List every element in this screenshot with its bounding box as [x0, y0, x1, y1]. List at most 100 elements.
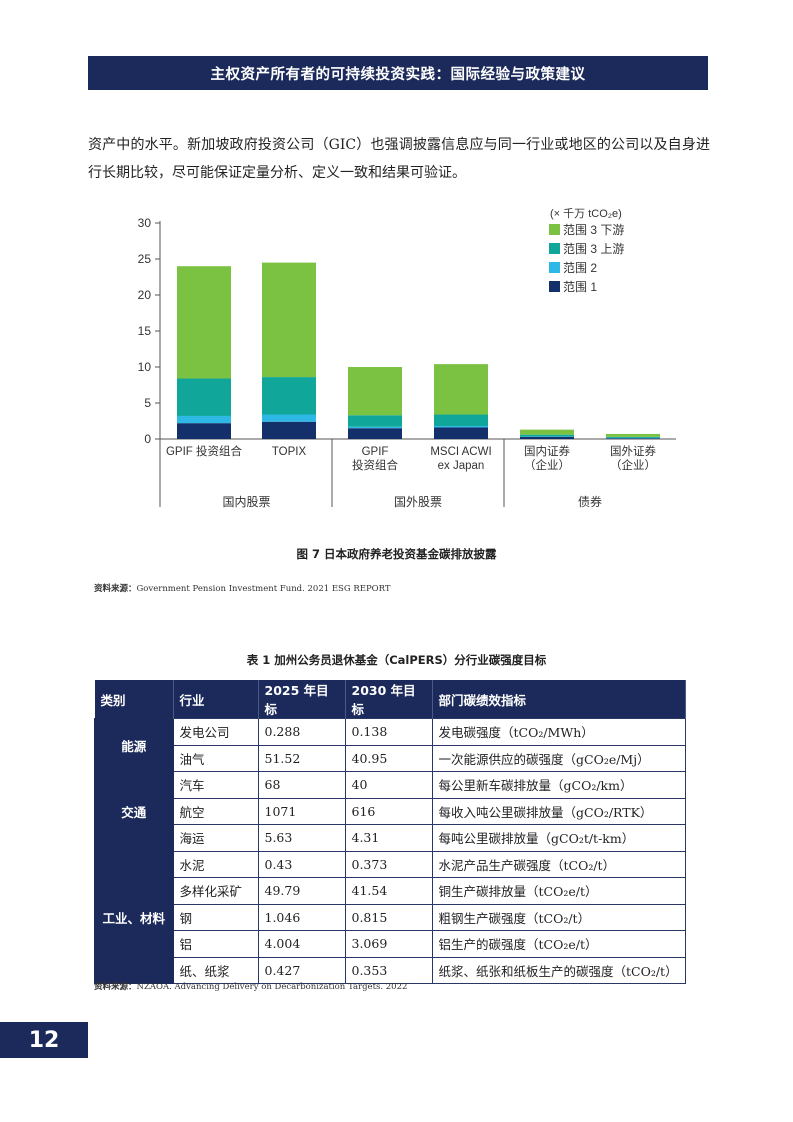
- metric-cell: 发电碳强度（tCO₂/MWh）: [431, 718, 686, 746]
- industry-cell: 钢: [172, 903, 259, 931]
- category-cell: 能源: [94, 718, 174, 772]
- x-category-label: GPIF: [362, 446, 389, 458]
- column-header: 2030 年目标: [345, 680, 433, 719]
- bar-segment: [177, 266, 231, 379]
- industry-cell: 多样化采矿: [172, 877, 259, 905]
- bar-segment: [348, 367, 402, 416]
- y-tick-label: 25: [138, 252, 152, 266]
- table-row: 工业、材料 水泥 0.43 0.373 水泥产品生产碳强度（tCO₂/t）: [94, 850, 686, 984]
- bar-segment: [520, 434, 574, 437]
- target-2030-cell: 0.815: [344, 903, 433, 931]
- bar-segment: [520, 436, 574, 439]
- bar-segment: [348, 426, 402, 429]
- metric-cell: 水泥产品生产碳强度（tCO₂/t）: [431, 850, 686, 878]
- metric-cell: 铜生产碳排放量（tCO₂e/t）: [431, 877, 686, 905]
- y-tick-label: 0: [144, 432, 151, 446]
- source-label: 资料来源：: [94, 584, 137, 594]
- table-caption: 表 1 加州公务员退休基金（CalPERS）分行业碳强度目标: [246, 653, 547, 667]
- metric-cell: 每公里新车碳排放量（gCO₂/km）: [431, 771, 686, 799]
- column-header: 类别: [94, 680, 174, 719]
- bar-segment: [606, 436, 660, 438]
- target-2030-cell: 616: [344, 797, 433, 825]
- legend-swatch: [549, 243, 560, 254]
- legend-swatch: [549, 262, 560, 273]
- target-2025-cell: 4.004: [257, 930, 346, 958]
- target-2030-cell: 0.373: [344, 850, 433, 878]
- bar-segment: [434, 414, 488, 427]
- metric-cell: 每吨公里碳排放量（gCO₂t/t-km）: [431, 824, 686, 852]
- table-row: 能源 发电公司 0.288 0.138 发电碳强度（tCO₂/MWh）: [94, 718, 686, 772]
- target-2030-cell: 41.54: [344, 877, 433, 905]
- body-paragraph: 资产中的水平。新加坡政府投资公司（GIC）也强调披露信息应与同一行业或地区的公司…: [88, 137, 710, 181]
- industry-cell: 油气: [172, 744, 259, 772]
- carbon-intensity-table: 类别 行业 2025 年目标 2030 年目标 部门碳绩效指标 能源 发电公司 0.…: [94, 680, 686, 984]
- legend-entry: 范围 3 上游: [563, 242, 624, 256]
- legend-swatch: [549, 281, 560, 292]
- industry-cell: 纸、纸浆: [172, 956, 259, 984]
- industry-cell: 铝: [172, 930, 259, 958]
- target-2025-cell: 1071: [257, 797, 346, 825]
- legend-unit-label: (× 千万 tCO₂e): [550, 207, 622, 220]
- page-number: 12: [0, 1022, 88, 1058]
- body-text: 资产中的水平。新加坡政府投资公司（GIC）也强调披露信息应与同一行业或地区的公司…: [88, 131, 710, 187]
- running-header: 主权资产所有者的可持续投资实践：国际经验与政策建议: [88, 56, 708, 90]
- industry-cell: 海运: [172, 824, 259, 852]
- bar-segment: [606, 438, 660, 439]
- target-2030-cell: 0.138: [344, 718, 433, 746]
- metric-cell: 粗钢生产碳强度（tCO₂/t）: [431, 903, 686, 931]
- x-category-label: （企业）: [610, 458, 656, 472]
- table-row: 油气 51.52 40.95 一次能源供应的碳强度（gCO₂e/Mj）: [95, 744, 686, 772]
- table-row: 纸、纸浆 0.427 0.353 纸浆、纸张和纸板生产的碳强度（tCO₂/t）: [95, 956, 686, 984]
- category-cell: 交通: [94, 771, 174, 852]
- legend-swatch: [549, 224, 560, 235]
- legend-entry: 范围 2: [563, 261, 597, 275]
- running-header-title: 主权资产所有者的可持续投资实践：国际经验与政策建议: [210, 66, 586, 83]
- legend-entry: 范围 3 下游: [563, 223, 624, 237]
- x-category-label: 国内证券: [524, 444, 570, 458]
- target-2025-cell: 51.52: [257, 744, 346, 772]
- bar-segment: [177, 423, 231, 439]
- y-tick-label: 10: [138, 360, 152, 374]
- target-2030-cell: 3.069: [344, 930, 433, 958]
- metric-cell: 一次能源供应的碳强度（gCO₂e/Mj）: [431, 744, 686, 772]
- source-text: NZAOA. Advancing Delivery on Decarboniza…: [136, 982, 408, 992]
- figure-source: 资料来源：Government Pension Investment Fund.…: [94, 582, 391, 594]
- target-2025-cell: 68: [257, 771, 346, 799]
- bar-segment: [606, 433, 660, 437]
- bar-segment: [262, 414, 316, 422]
- industry-cell: 航空: [172, 797, 259, 825]
- legend-entry: 范围 1: [563, 280, 597, 294]
- x-category-label: 投资组合: [352, 458, 398, 472]
- x-category-label: ex Japan: [438, 460, 485, 472]
- x-category-label: 国外证券: [610, 444, 656, 458]
- target-2025-cell: 0.43: [257, 850, 346, 878]
- target-2030-cell: 0.353: [344, 956, 433, 984]
- table-row: 多样化采矿 49.79 41.54 铜生产碳排放量（tCO₂e/t）: [95, 877, 686, 905]
- target-2030-cell: 40: [344, 771, 433, 799]
- group-label: 债券: [578, 494, 602, 509]
- y-tick-label: 5: [144, 396, 151, 410]
- y-tick-label: 20: [138, 288, 152, 302]
- target-2030-cell: 40.95: [344, 744, 433, 772]
- group-label: 国外股票: [394, 495, 442, 509]
- source-text: Government Pension Investment Fund. 2021…: [136, 584, 391, 594]
- x-category-label: TOPIX: [272, 446, 307, 458]
- x-category-label: MSCI ACWI: [430, 446, 491, 458]
- source-label: 资料来源：: [94, 982, 137, 992]
- x-category-label: GPIF 投资组合: [166, 444, 243, 458]
- target-2030-cell: 4.31: [344, 824, 433, 852]
- table-row: 交通 汽车 68 40 每公里新车碳排放量（gCO₂/km）: [94, 771, 686, 852]
- bar-segment: [348, 415, 402, 427]
- column-header: 行业: [173, 680, 259, 719]
- table-source: 资料来源：NZAOA. Advancing Delivery on Decarb…: [94, 980, 407, 992]
- y-tick-label: 15: [138, 324, 152, 338]
- x-category-label: （企业）: [524, 458, 570, 472]
- bar-segment: [520, 429, 574, 435]
- bar-segment: [434, 426, 488, 428]
- bar-segment: [177, 415, 231, 424]
- industry-cell: 水泥: [172, 850, 259, 878]
- category-cell: 工业、材料: [94, 850, 174, 984]
- metric-cell: 每收入吨公里碳排放量（gCO₂/RTK）: [431, 797, 686, 825]
- target-2025-cell: 5.63: [257, 824, 346, 852]
